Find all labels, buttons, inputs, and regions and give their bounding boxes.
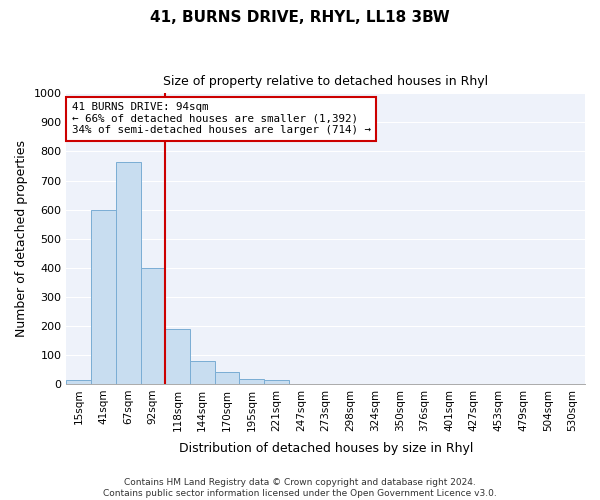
Bar bbox=[67, 380, 91, 384]
Bar bbox=[91, 210, 116, 384]
Bar bbox=[140, 268, 165, 384]
Text: 41, BURNS DRIVE, RHYL, LL18 3BW: 41, BURNS DRIVE, RHYL, LL18 3BW bbox=[150, 10, 450, 25]
X-axis label: Distribution of detached houses by size in Rhyl: Distribution of detached houses by size … bbox=[179, 442, 473, 455]
Text: 41 BURNS DRIVE: 94sqm
← 66% of detached houses are smaller (1,392)
34% of semi-d: 41 BURNS DRIVE: 94sqm ← 66% of detached … bbox=[71, 102, 371, 136]
Text: Contains HM Land Registry data © Crown copyright and database right 2024.
Contai: Contains HM Land Registry data © Crown c… bbox=[103, 478, 497, 498]
Bar bbox=[264, 380, 289, 384]
Bar bbox=[239, 378, 264, 384]
Bar bbox=[190, 361, 215, 384]
Title: Size of property relative to detached houses in Rhyl: Size of property relative to detached ho… bbox=[163, 75, 488, 88]
Bar bbox=[215, 372, 239, 384]
Y-axis label: Number of detached properties: Number of detached properties bbox=[15, 140, 28, 337]
Bar bbox=[165, 328, 190, 384]
Bar bbox=[116, 162, 140, 384]
